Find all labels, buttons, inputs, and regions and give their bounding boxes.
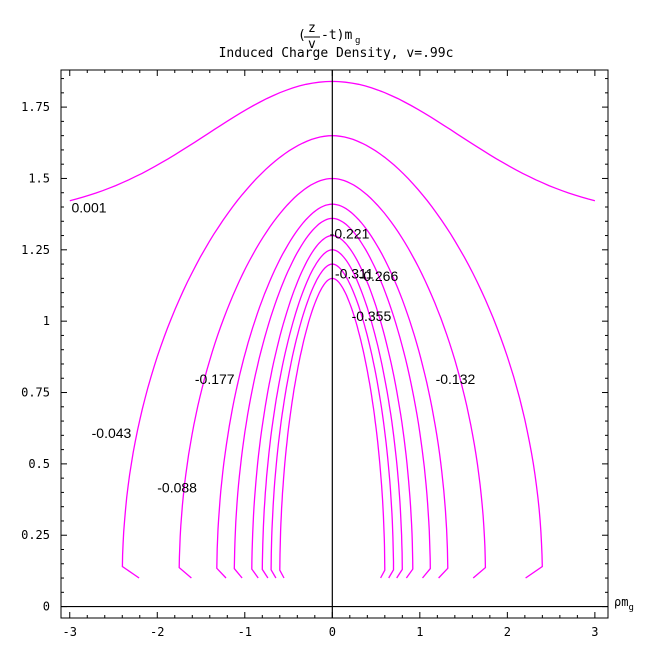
chart-title-group: ( z v -t)m g Induced Charge Density, v=.…: [219, 21, 454, 61]
title-formula-numerator: z: [308, 21, 316, 36]
ticks-group: -3 -2 -1 0 1 2 3 0 0.25 0.5 0.75 1 1.25 1.5 1.75: [21, 70, 608, 639]
contour-labels: 0.001 -0.221 -0.311-0.266 -0.355 -0.177 -0.13…: [72, 200, 476, 496]
y-tick-label: 1.75: [21, 100, 50, 114]
contour-label: -0.132: [436, 371, 476, 387]
contour-label: 0.001: [72, 200, 107, 216]
contour-label: -0.088: [157, 479, 197, 495]
x-axis-label-sub: g: [628, 603, 633, 613]
axes-group: [61, 70, 608, 618]
contour-label: -0.266: [359, 268, 399, 284]
title-formula-sub: g: [355, 36, 360, 46]
y-tick-label: 1.5: [28, 171, 50, 185]
y-tick-label: 0.25: [21, 528, 50, 542]
contour-label: -0.177: [195, 371, 235, 387]
plot-frame: [60, 69, 609, 619]
y-tick-label: 0.5: [28, 457, 50, 471]
x-axis-label: ρmg: [614, 595, 634, 613]
x-tick-label: -1: [238, 625, 252, 639]
x-tick-label: -2: [150, 625, 164, 639]
y-tick-label: 0: [43, 600, 50, 614]
contour-label: -0.355: [352, 308, 392, 324]
contour-label: -0.221: [330, 225, 370, 241]
x-tick-label: 1: [416, 625, 423, 639]
chart-title: Induced Charge Density, v=.99c: [219, 46, 454, 61]
x-tick-label: -3: [63, 625, 77, 639]
x-axis-label-main: ρm: [614, 595, 628, 609]
x-tick-label: 0: [329, 625, 336, 639]
y-tick-label: 1.25: [21, 243, 50, 257]
x-tick-label: 2: [504, 625, 511, 639]
y-tick-label: 1: [43, 314, 50, 328]
title-formula-denominator: v: [308, 37, 316, 52]
title-formula-rest: -t)m: [321, 28, 352, 43]
title-formula-open: (: [298, 28, 306, 43]
x-tick-label: 3: [591, 625, 598, 639]
contour-label: -0.311: [335, 265, 374, 281]
y-tick-label: 0.75: [21, 386, 50, 400]
contour-label: -0.043: [92, 425, 132, 441]
